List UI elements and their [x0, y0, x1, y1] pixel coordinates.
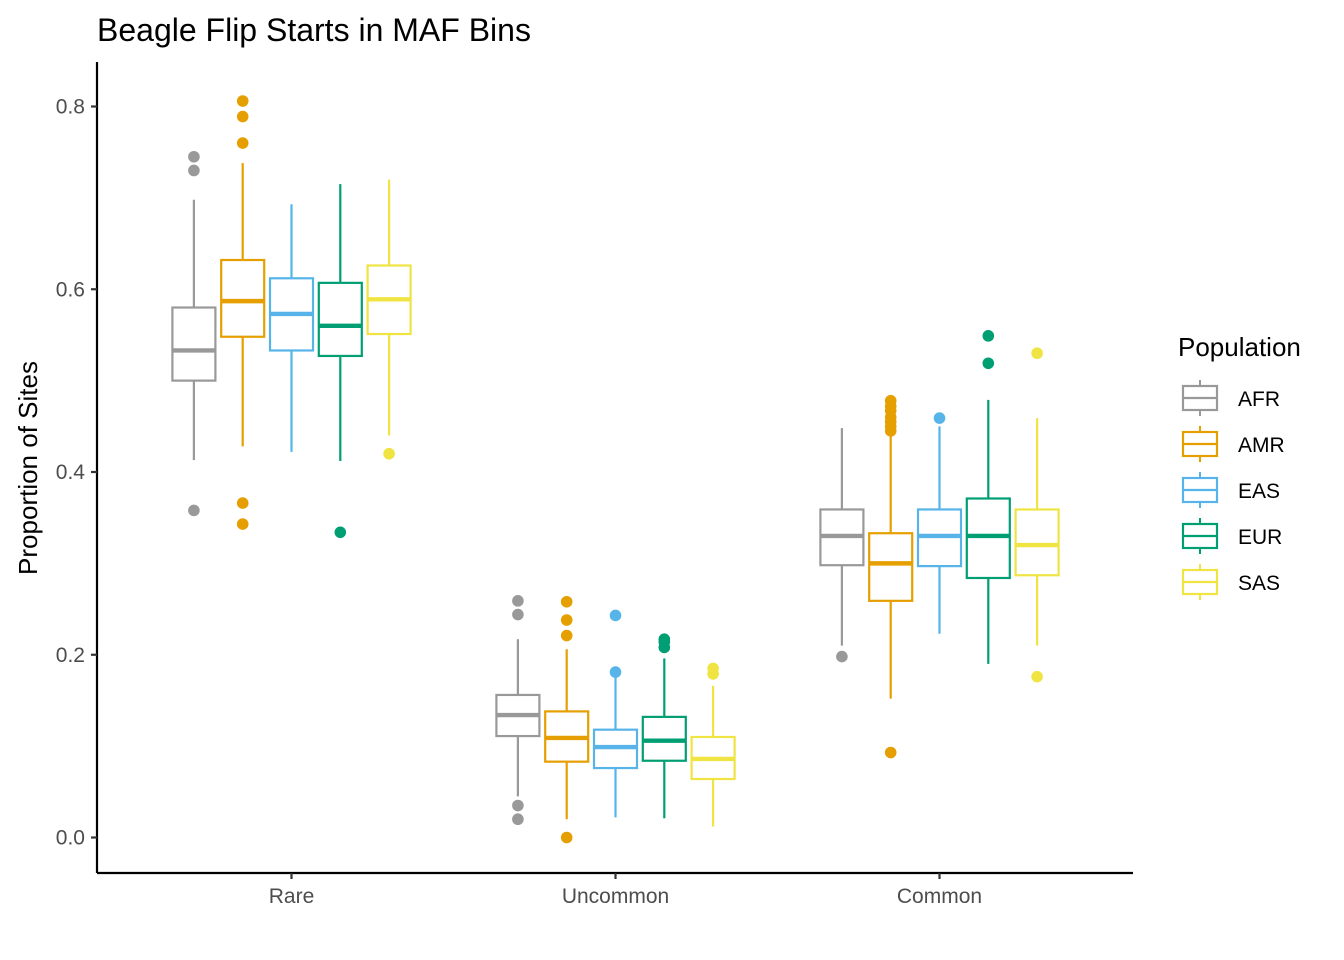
outlier-point: [236, 137, 249, 149]
box: [868, 532, 914, 602]
outlier-point: [236, 497, 249, 509]
box-group-eas-rare: [268, 204, 315, 452]
box-group-amr-rare: [220, 95, 266, 530]
y-tick-label: 0.8: [56, 96, 85, 119]
box-group-sas-rare: [366, 179, 412, 460]
legend-item-afr: AFR: [1181, 380, 1280, 416]
box-group-afr-common: [819, 428, 865, 663]
legend-item-sas: SAS: [1181, 564, 1280, 600]
legend-title: Population: [1178, 332, 1301, 362]
box-group-afr-uncommon: [495, 595, 541, 826]
box-group-sas-common: [1014, 347, 1060, 683]
legend-item-eas: EAS: [1181, 472, 1280, 508]
legend-item-amr: AMR: [1181, 426, 1285, 462]
plot-area: [171, 95, 1060, 844]
outlier-point: [836, 650, 848, 663]
outlier-point: [512, 608, 524, 621]
legend-label: SAS: [1238, 572, 1280, 595]
outlier-point: [512, 595, 524, 607]
y-tick-label: 0.2: [56, 644, 85, 667]
box: [965, 497, 1011, 580]
outlier-point: [236, 95, 249, 107]
outlier-point: [512, 813, 524, 826]
outlier-point: [334, 526, 347, 539]
legend-label: EAS: [1238, 480, 1280, 503]
legend-label: AFR: [1238, 388, 1280, 411]
box: [171, 306, 217, 382]
outlier-point: [609, 609, 622, 622]
outlier-point: [188, 504, 200, 517]
outlier-point: [982, 330, 995, 342]
outlier-point: [884, 425, 897, 437]
outlier-point: [982, 357, 995, 370]
outlier-point: [933, 412, 946, 424]
x-tick-label: Rare: [269, 885, 315, 908]
outlier-point: [560, 614, 573, 626]
outlier-point: [1031, 347, 1043, 360]
outlier-point: [236, 518, 249, 530]
box-group-afr-rare: [171, 150, 217, 517]
box-group-eur-rare: [317, 184, 363, 539]
y-axis-title: Proportion of Sites: [13, 361, 43, 575]
outlier-point: [188, 164, 200, 177]
box-group-eas-common: [916, 412, 963, 634]
outlier-point: [236, 110, 249, 123]
box: [220, 258, 266, 338]
outlier-point: [609, 666, 622, 678]
outlier-point: [560, 629, 573, 642]
outlier-point: [658, 641, 671, 654]
legend-item-eur: EUR: [1181, 518, 1282, 554]
box: [1014, 508, 1060, 577]
chart-title: Beagle Flip Starts in MAF Bins: [97, 12, 531, 48]
box-group-amr-uncommon: [544, 595, 590, 844]
legend: Population AFR AMR EAS EUR SAS: [1178, 332, 1301, 600]
box-group-sas-uncommon: [690, 662, 736, 827]
legend-label: AMR: [1238, 434, 1285, 457]
box: [317, 281, 363, 358]
outlier-point: [884, 746, 897, 759]
outlier-point: [188, 150, 200, 163]
legend-label: EUR: [1238, 526, 1282, 549]
y-tick-label: 0.0: [56, 827, 85, 850]
box-group-eur-common: [965, 330, 1011, 664]
box-group-eur-uncommon: [641, 633, 687, 819]
outlier-point: [383, 447, 395, 460]
x-tick-label: Uncommon: [562, 885, 669, 908]
box-group-eas-uncommon: [592, 609, 639, 818]
outlier-point: [512, 799, 524, 812]
outlier-point: [1031, 670, 1043, 683]
y-tick-label: 0.4: [56, 461, 86, 484]
axes: 0.0 0.2 0.4 0.6 0.8 Rare Uncommon Common: [56, 62, 1133, 908]
y-tick-label: 0.6: [56, 278, 85, 301]
outlier-point: [707, 668, 719, 680]
outlier-point: [560, 595, 573, 608]
x-tick-label: Common: [897, 885, 982, 908]
box-group-amr-common: [868, 394, 914, 759]
outlier-point: [560, 831, 573, 844]
